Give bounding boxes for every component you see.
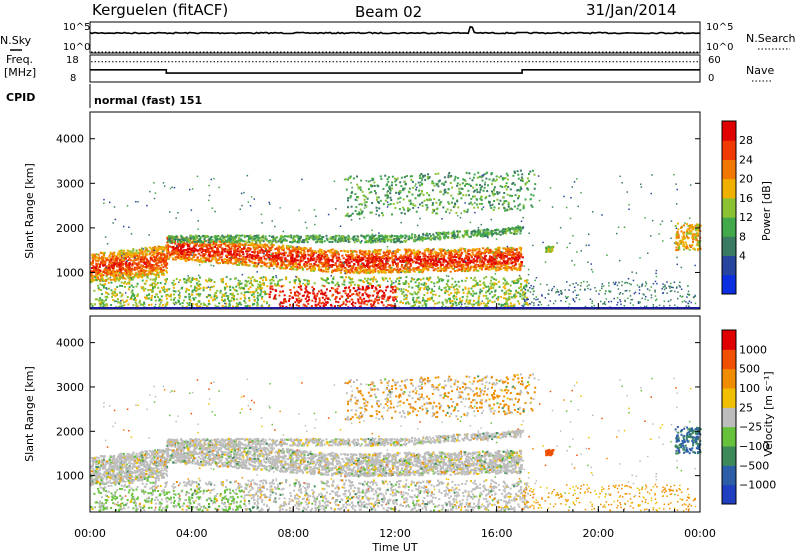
cpid-row: CPID normal (fast) 151: [6, 84, 202, 108]
noise-right-tick-bottom: 10^0: [706, 42, 733, 53]
power-colorbar-swatch: [722, 217, 736, 237]
velocity-ytick-label: 2000: [56, 425, 84, 438]
power-colorbar-swatch: [722, 121, 736, 141]
time-tick-label: 00:00: [684, 527, 716, 540]
noise-right-tick-top: 10^5: [706, 22, 733, 33]
velocity-colorbar-tick: 500: [739, 363, 760, 376]
power-ytick-label: 3000: [56, 177, 84, 190]
power-colorbar-tick: 20: [739, 173, 753, 186]
velocity-ytick-label: 4000: [56, 337, 84, 350]
noise-search-label: N.Search: [746, 32, 796, 45]
power-colorbar-tick: 24: [739, 153, 753, 166]
power-ylabel: Slant Range [km]: [23, 163, 36, 259]
velocity-colorbar-swatch: [722, 446, 736, 466]
power-scatter-cells: [90, 170, 702, 309]
time-axis-label: Time UT: [371, 541, 417, 554]
time-axis: 00:00 04:00 08:00 12:00 16:00 20:00 00:00: [74, 303, 716, 540]
velocity-colorbar-swatch: [722, 407, 736, 427]
power-ytick-label: 2000: [56, 222, 84, 235]
station-title: Kerguelen (fitACF): [92, 1, 228, 19]
freq-label-line2: [MHz]: [4, 66, 36, 79]
velocity-colorbar-swatch: [722, 465, 736, 485]
freq-label-line1: Freq.: [6, 53, 33, 66]
power-colorbar: 28 24 20 16 12 8 4: [722, 121, 753, 295]
velocity-scatter-cells: [90, 373, 702, 512]
velocity-colorbar-swatch: [722, 369, 736, 389]
freq-panel: Freq. [MHz] 18 8 60 0 Nave: [4, 53, 774, 84]
freq-left-tick-top: 18: [66, 55, 79, 66]
power-colorbar-swatch: [722, 236, 736, 256]
noise-sky-label: N.Sky: [0, 34, 32, 47]
velocity-colorbar-swatch: [722, 349, 736, 369]
velocity-ytick-label: 3000: [56, 381, 84, 394]
power-colorbar-swatch: [722, 198, 736, 218]
nave-right-tick-top: 60: [708, 55, 721, 66]
power-colorbar-swatch: [722, 140, 736, 160]
power-colorbar-tick: 16: [739, 192, 753, 205]
velocity-ytick-label: 1000: [56, 470, 84, 483]
velocity-colorbar-swatch: [722, 485, 736, 505]
time-tick-label: 16:00: [481, 527, 513, 540]
time-tick-label: 08:00: [277, 527, 309, 540]
time-tick-label: 20:00: [582, 527, 614, 540]
power-panel: 1000 2000 3000 4000 Slant Range [km] 28 24 20…: [23, 112, 773, 309]
velocity-colorbar-tick: 1000: [739, 343, 767, 356]
frequency-line: [90, 70, 700, 73]
time-tick-label: 00:00: [74, 527, 106, 540]
cpid-value: normal (fast) 151: [94, 94, 202, 107]
noise-sky-line: [90, 27, 700, 34]
power-ytick-label: 1000: [56, 266, 84, 279]
nave-right-tick-bottom: 0: [708, 73, 714, 84]
power-colorbar-swatch: [722, 159, 736, 179]
power-colorbar-swatch: [722, 179, 736, 199]
power-colorbar-tick: 12: [739, 211, 753, 224]
beam-title: Beam 02: [355, 3, 422, 21]
velocity-colorbar-label: Velocity [m s⁻¹]: [762, 371, 775, 456]
velocity-colorbar-tick: −25: [739, 421, 762, 434]
velocity-colorbar-swatch: [722, 388, 736, 408]
velocity-colorbar-swatch: [722, 427, 736, 447]
velocity-colorbar-tick: 25: [739, 401, 753, 414]
date-title: 31/Jan/2014: [586, 1, 677, 19]
nave-label: Nave: [746, 64, 774, 77]
power-colorbar-label: Power [dB]: [760, 181, 773, 241]
velocity-colorbar-tick: −1000: [739, 479, 776, 492]
noise-panel: N.Sky 10^5 10^0 10^5 10^0 N.Search: [0, 22, 796, 53]
velocity-colorbar-tick: −500: [739, 459, 769, 472]
power-ytick-label: 4000: [56, 133, 84, 146]
noise-left-tick-bottom: 10^0: [63, 42, 90, 53]
velocity-ylabel: Slant Range [km]: [23, 366, 36, 462]
time-tick-label: 12:00: [379, 527, 411, 540]
power-colorbar-tick: 4: [739, 250, 746, 263]
velocity-colorbar-tick: 100: [739, 382, 760, 395]
power-colorbar-tick: 28: [739, 134, 753, 147]
cpid-label: CPID: [6, 91, 35, 104]
power-colorbar-swatch: [722, 256, 736, 276]
noise-left-tick-top: 10^5: [63, 22, 90, 33]
freq-left-tick-bottom: 8: [70, 73, 76, 84]
velocity-panel: 1000 2000 3000 4000 Slant Range [km] 1000 50…: [23, 316, 776, 512]
power-colorbar-tick: 8: [739, 230, 746, 243]
power-colorbar-swatch: [722, 275, 736, 295]
time-tick-label: 04:00: [176, 527, 208, 540]
velocity-colorbar-swatch: [722, 330, 736, 350]
